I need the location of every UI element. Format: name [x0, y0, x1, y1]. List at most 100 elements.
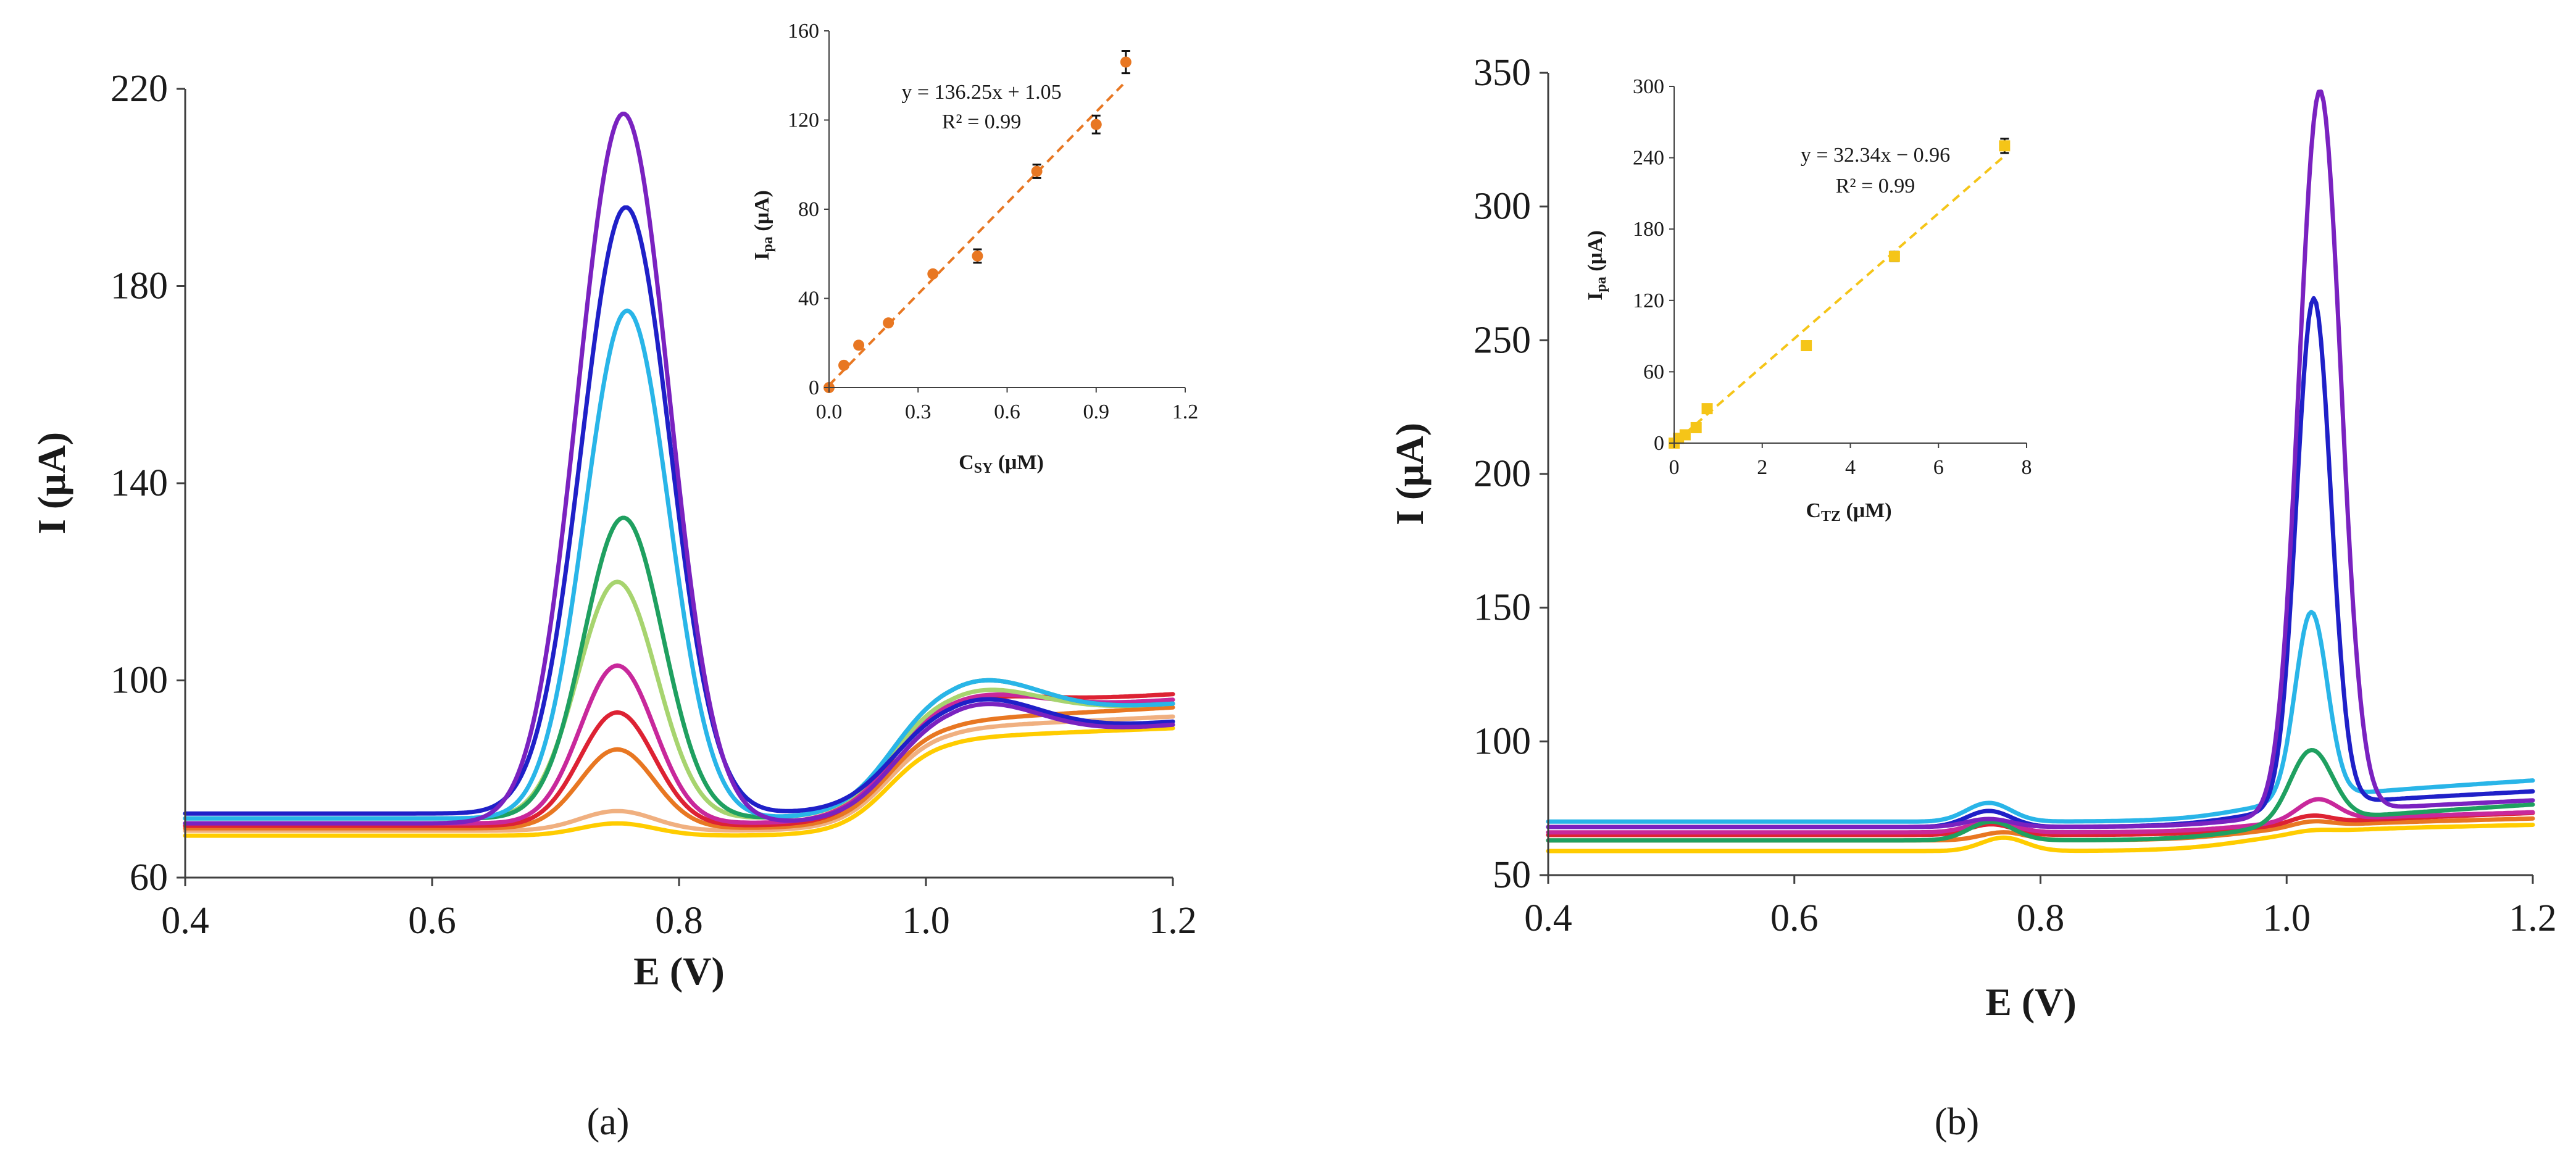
panel-b-inset-x-tick-label: 8 — [2022, 456, 2032, 479]
panel-a-inset-data-point — [883, 317, 894, 329]
panel-a-series-c10 — [183, 111, 1175, 826]
panel-a-inset-x-tick-label: 0.6 — [994, 401, 1020, 423]
panel-b-inset-data-point — [1801, 340, 1812, 352]
panel-b-series-c4 — [1546, 797, 2535, 835]
panel-a-inset-x-tick-label: 0.0 — [816, 401, 843, 423]
panel-b-inset-data-point — [1679, 429, 1691, 441]
panel-a-series-c8 — [183, 308, 1175, 821]
panel-b-inset-x-tick-label: 4 — [1845, 456, 1856, 479]
panel-b-inset-x-ticks: 0 2 4 6 8 — [1669, 443, 2032, 479]
panel-a-x-tick-label: 0.6 — [408, 900, 456, 942]
panel-a-x-tick-label: 1.2 — [1149, 900, 1197, 942]
panel-b-x-ticks: 0.4 0.6 0.8 1.0 1.2 — [1524, 875, 2557, 939]
panel-b-inset-points — [1669, 138, 2011, 449]
panel-b-y-tick-label: 300 — [1473, 186, 1531, 228]
panel-b-inset-data-point — [1690, 422, 1702, 433]
panel-b-y-axis-label: I (μA) — [1388, 423, 1432, 525]
panel-b-inset-y-tick-label: 180 — [1633, 218, 1664, 241]
panel-b-y-tick-label: 350 — [1473, 52, 1531, 94]
panel-a-inset-y-label: Ipa (μA) — [751, 190, 776, 260]
panel-a-label: (a) — [587, 1101, 630, 1143]
panel-b-y-tick-label: 250 — [1473, 319, 1531, 361]
panel-a-inset-points — [823, 50, 1132, 393]
panel-a-inset-y-tick-label: 40 — [798, 288, 819, 310]
panel-b-inset-equation: y = 32.34x − 0.96 — [1801, 144, 1950, 167]
panel-b-inset-x-tick-label: 2 — [1757, 456, 1767, 479]
panel-a-series-c2 — [183, 714, 1175, 833]
panel-b-curves — [1546, 89, 2535, 854]
panel-b-series-c1 — [1546, 823, 2535, 854]
panel-b-series-c6 — [1546, 610, 2535, 824]
panel-a-inset-y-ticks: 0 40 80 120 160 — [788, 20, 829, 399]
panel-a-inset-data-point — [838, 359, 850, 371]
panel-a-series-c9 — [183, 205, 1175, 816]
panel-b-x-tick-label: 1.0 — [2263, 897, 2311, 939]
panel-a-inset-y-tick-label: 80 — [798, 198, 819, 221]
panel-b-inset-r2: R² = 0.99 — [1836, 175, 1915, 197]
panel-b-inset-y-tick-label: 60 — [1643, 360, 1664, 383]
panel-a-x-tick-label: 0.8 — [655, 900, 703, 942]
panel-b-y-ticks: 50 100 150 200 250 300 350 — [1473, 52, 1548, 896]
panel-b-inset-data-point — [1888, 251, 1900, 262]
panel-b-inset-y-tick-label: 300 — [1633, 75, 1664, 98]
panel-a-y-ticks: 60 100 140 180 220 — [110, 68, 185, 899]
panel-b-inset-x-label: CTZ (μM) — [1806, 499, 1891, 525]
panel-b-x-tick-label: 0.6 — [1770, 897, 1819, 939]
panel-b-inset-x-tick-label: 6 — [1933, 456, 1944, 479]
panel-b-x-tick-label: 0.4 — [1524, 897, 1572, 939]
panel-a-y-tick-label: 100 — [110, 660, 168, 702]
panel-a-inset-x-tick-label: 0.9 — [1083, 401, 1110, 423]
panel-b-series-c8 — [1546, 89, 2535, 829]
panel-a-inset-y-tick-label: 160 — [788, 20, 819, 43]
panel-a-x-tick-label: 1.0 — [902, 900, 950, 942]
panel-b-x-tick-label: 1.2 — [2509, 897, 2557, 939]
panel-a-series-c1 — [183, 726, 1175, 838]
panel-a-x-tick-label: 0.4 — [161, 900, 209, 942]
panel-b-y-tick-label: 50 — [1493, 854, 1531, 896]
panel-a-y-tick-label: 180 — [110, 265, 168, 307]
panel-b-x-tick-label: 0.8 — [2017, 897, 2065, 939]
panel-b-inset-y-tick-label: 120 — [1633, 289, 1664, 312]
panel-a-inset-r2: R² = 0.99 — [942, 110, 1022, 133]
panel-a-inset-equation: y = 136.25x + 1.05 — [901, 81, 1061, 104]
panel-a-inset-data-point — [853, 339, 865, 351]
panel-a-inset-x-label: CSY (μM) — [959, 451, 1044, 476]
panel-b-inset-y-tick-label: 0 — [1654, 432, 1664, 455]
panel-a-y-tick-label: 140 — [110, 462, 168, 504]
panel-b-inset-y-label: Ipa (μA) — [1584, 230, 1609, 301]
panel-a-inset-data-point — [1120, 56, 1132, 68]
panel-b-inset-fit-line — [1673, 155, 2006, 444]
panel-a-inset-y-tick-label: 120 — [788, 109, 819, 132]
panel-b-inset-data-point — [1701, 403, 1713, 415]
panel-b-series-c5 — [1546, 748, 2535, 843]
panel-a-series-c7 — [183, 515, 1175, 821]
panel-a-inset-data-point — [1031, 165, 1043, 177]
panel-a-inset-x-tick-label: 0.3 — [905, 401, 932, 423]
panel-a-inset-x-ticks: 0.0 0.3 0.6 0.9 1.2 — [816, 388, 1199, 423]
panel-a-y-axis-label: I (μA) — [30, 432, 73, 534]
panel-a-x-axis-label: E (V) — [633, 949, 725, 993]
panel-b-inset-trendline — [1673, 155, 2006, 444]
panel-b-y-tick-label: 150 — [1473, 587, 1531, 629]
panel-a-y-tick-label: 60 — [130, 857, 168, 899]
panel-a-inset-x-tick-label: 1.2 — [1172, 401, 1199, 423]
panel-a-inset: 0 40 80 120 160 0.0 0.3 0.6 0.9 1.2 CSY (μM) Ipa… — [751, 20, 1198, 476]
panel-a-inset-data-point — [927, 268, 939, 280]
panel-a-curves — [183, 111, 1175, 838]
panel-a-series-c3 — [183, 705, 1175, 831]
panel-a-inset-data-point — [1090, 118, 1102, 130]
panel-b-inset-data-point — [1999, 140, 2011, 152]
panel-b-y-tick-label: 200 — [1473, 453, 1531, 495]
panel-b-label: (b) — [1935, 1101, 1979, 1143]
panel-b-inset-x-tick-label: 0 — [1669, 456, 1680, 479]
panel-b-inset-y-tick-label: 240 — [1633, 147, 1664, 170]
panel-a-inset-y-tick-label: 0 — [809, 376, 819, 399]
panel-a-y-tick-label: 220 — [110, 68, 168, 110]
panel-b-series-c3 — [1546, 810, 2535, 837]
panel-b-y-tick-label: 100 — [1473, 720, 1531, 762]
panel-b-series-c7 — [1546, 296, 2535, 829]
panel-b-inset-y-ticks: 0 60 120 180 240 300 — [1633, 75, 1674, 455]
